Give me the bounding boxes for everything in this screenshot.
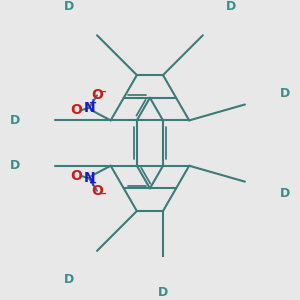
Text: D: D bbox=[10, 114, 20, 127]
Text: D: D bbox=[64, 273, 74, 286]
Text: D: D bbox=[280, 187, 290, 200]
Text: O: O bbox=[70, 169, 83, 183]
Text: D: D bbox=[280, 87, 290, 100]
Text: D: D bbox=[64, 0, 74, 13]
Text: O: O bbox=[91, 88, 103, 102]
Text: D: D bbox=[158, 286, 168, 299]
Text: N: N bbox=[83, 171, 95, 185]
Text: D: D bbox=[10, 159, 20, 172]
Text: N: N bbox=[83, 101, 95, 115]
Text: −: − bbox=[99, 189, 107, 199]
Text: −: − bbox=[99, 87, 107, 97]
Text: D: D bbox=[226, 0, 236, 13]
Text: +: + bbox=[89, 98, 97, 108]
Text: O: O bbox=[91, 184, 103, 198]
Text: +: + bbox=[89, 178, 97, 188]
Text: O: O bbox=[70, 103, 83, 117]
